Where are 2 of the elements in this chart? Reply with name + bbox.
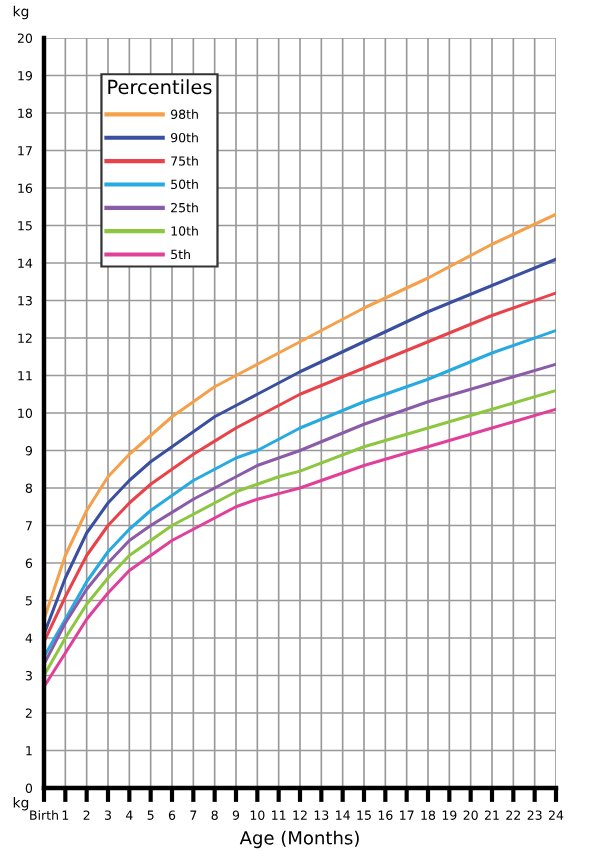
legend-title: Percentiles (108, 79, 212, 95)
x-axis-title: Age (Months) (239, 830, 359, 849)
